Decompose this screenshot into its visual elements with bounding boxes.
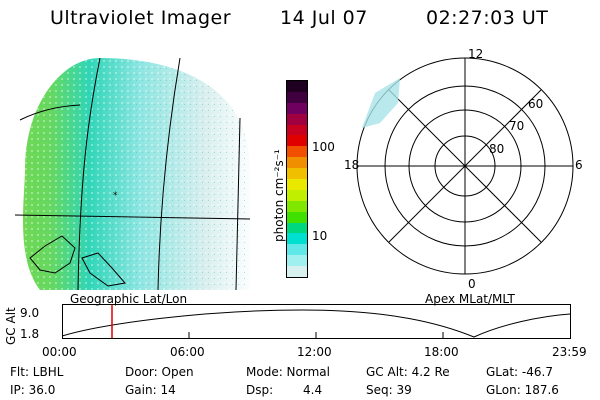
polar-mlt-bottom: 0 <box>468 277 476 291</box>
polar-aurora-patch <box>362 78 400 128</box>
colorbar-swatch <box>287 222 307 234</box>
altitude-curve <box>62 309 571 338</box>
lat-lon-grid <box>14 58 251 290</box>
timeline-y-tick-low: 1.8 <box>20 327 40 341</box>
time-label: 02:27:03 UT <box>426 7 549 29</box>
colorbar-swatch <box>287 146 307 158</box>
colorbar-swatch <box>287 81 307 92</box>
colorbar-swatch <box>287 255 307 267</box>
timeline-x-tick-4: 23:59 <box>552 345 587 359</box>
gc-alt-status: GC Alt: 4.2 Re <box>366 365 450 379</box>
geographic-image-panel: * <box>14 58 251 290</box>
timeline-plot <box>62 304 571 339</box>
apex-label: Apex MLat/MLT <box>425 292 515 306</box>
timeline-x-tick-0: 00:00 <box>42 345 77 359</box>
seq-status: Seq: 39 <box>366 383 412 397</box>
colorbar-swatch <box>287 124 307 136</box>
instrument-title: Ultraviolet Imager <box>50 7 232 29</box>
polar-plot: 60 70 80 12 0 18 6 <box>344 48 583 291</box>
polar-lat-60: 60 <box>528 97 543 111</box>
dsp-label: Dsp: <box>246 383 274 397</box>
colorbar-tick-100: 100 <box>312 140 335 154</box>
colorbar-swatch <box>287 135 307 147</box>
timeline-x-tick-1: 06:00 <box>170 345 205 359</box>
colorbar-swatch <box>287 244 307 256</box>
colorbar-swatch <box>287 233 307 245</box>
colorbar-unit-label: photon cm⁻²s⁻¹ <box>272 149 286 242</box>
polar-diagonal-2 <box>388 89 542 243</box>
timeline-x-tick-3: 18:00 <box>424 345 459 359</box>
colorbar-swatch <box>287 200 307 212</box>
colorbar-tick-10: 10 <box>312 229 328 243</box>
door-status: Door: Open <box>125 365 194 379</box>
colorbar <box>286 80 308 278</box>
colorbar-swatch <box>287 189 307 201</box>
colorbar-swatch <box>287 157 307 169</box>
polar-mlt-left: 18 <box>344 158 359 172</box>
ip-status: IP: 36.0 <box>10 383 56 397</box>
geographic-label: Geographic Lat/Lon <box>70 292 188 306</box>
timeline-y-tick-high: 9.0 <box>20 306 40 320</box>
coastline <box>29 235 126 287</box>
sub-satellite-marker: * <box>113 191 118 201</box>
date-label: 14 Jul 07 <box>280 7 368 29</box>
gain-status: Gain: 14 <box>125 383 176 397</box>
glon-status: GLon: 187.6 <box>486 383 559 397</box>
polar-lat-70: 70 <box>509 119 524 133</box>
dsp-value: 4.4 <box>303 383 323 397</box>
polar-mlt-right: 6 <box>575 158 583 172</box>
polar-lat-80: 80 <box>489 142 504 156</box>
colorbar-swatch <box>287 168 307 180</box>
glat-status: GLat: -46.7 <box>486 365 553 379</box>
colorbar-swatch <box>287 211 307 223</box>
colorbar-swatch <box>287 91 307 103</box>
colorbar-swatch <box>287 266 307 278</box>
filter-status: Flt: LBHL <box>10 365 64 379</box>
timeline-axis-label: GC Alt <box>4 307 18 345</box>
timeline-x-tick-2: 12:00 <box>297 345 332 359</box>
colorbar-swatch <box>287 102 307 114</box>
aurora-image <box>23 58 251 290</box>
polar-mlt-top: 12 <box>468 48 483 61</box>
colorbar-swatch <box>287 179 307 190</box>
colorbar-swatch <box>287 113 307 125</box>
mode-status: Mode: Normal <box>246 365 330 379</box>
